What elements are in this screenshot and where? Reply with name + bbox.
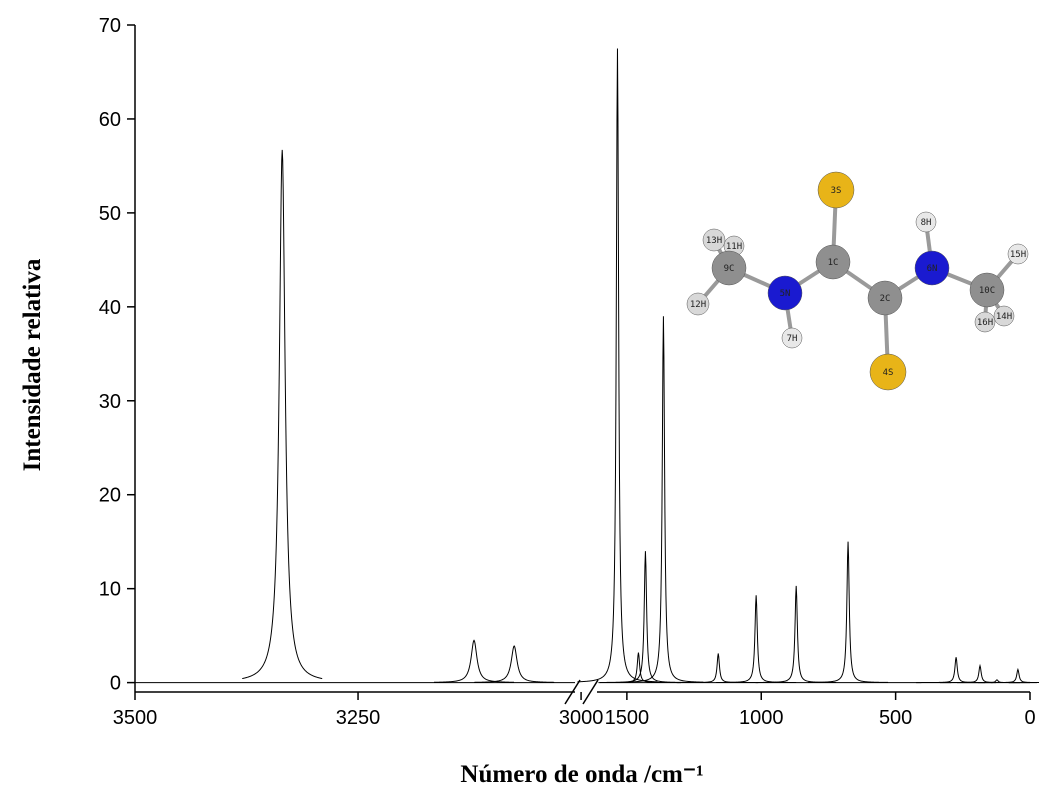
atom-label: 6N xyxy=(927,264,938,274)
peak xyxy=(434,640,514,682)
atom-label: 15H xyxy=(1010,250,1026,260)
peak xyxy=(716,595,796,682)
x-axis-title: Número de onda /cm⁻¹ xyxy=(460,761,703,788)
y-tick-label: 60 xyxy=(99,109,121,131)
atom-label: 13H xyxy=(706,236,722,246)
y-tick-label: 0 xyxy=(110,673,121,695)
x-tick-label: 0 xyxy=(1024,707,1035,729)
peak xyxy=(756,586,836,683)
atom-label: 10C xyxy=(979,286,995,296)
atom-label: 12H xyxy=(690,300,706,310)
atom-label: 5N xyxy=(780,289,791,299)
x-tick-label: 3250 xyxy=(336,707,381,729)
atom-label: 7H xyxy=(787,334,798,344)
atom-label: 14H xyxy=(996,312,1012,322)
molecule xyxy=(698,190,1018,372)
x-tick-label: 1000 xyxy=(739,707,784,729)
peak xyxy=(605,551,685,682)
y-tick-label: 20 xyxy=(99,485,121,507)
atom-label: 8H xyxy=(921,218,932,228)
y-tick-label: 30 xyxy=(99,391,121,413)
x-tick-label: 3000 xyxy=(559,707,604,729)
peak xyxy=(623,316,703,682)
peak xyxy=(808,542,888,683)
atom-label: 3S xyxy=(831,186,842,196)
y-tick-label: 70 xyxy=(99,15,121,37)
atom-label: 16H xyxy=(977,318,993,328)
y-axis-title: Intensidade relativa xyxy=(19,258,46,471)
peak xyxy=(242,150,322,679)
y-tick-label: 50 xyxy=(99,203,121,225)
atom-label: 9C xyxy=(724,264,735,274)
atom-label: 11H xyxy=(726,242,742,252)
atom-label: 1C xyxy=(828,258,839,268)
x-tick-label: 1500 xyxy=(605,707,650,729)
axis-break xyxy=(583,680,598,704)
peak xyxy=(474,646,554,682)
y-tick-label: 10 xyxy=(99,579,121,601)
x-tick-label: 500 xyxy=(879,707,912,729)
peak xyxy=(916,657,996,682)
x-tick-label: 3500 xyxy=(113,707,158,729)
atom-label: 2C xyxy=(880,294,891,304)
peak xyxy=(678,653,758,682)
atom-label: 4S xyxy=(883,368,894,378)
peak xyxy=(978,669,1039,682)
peak xyxy=(577,48,657,681)
chart: 3S8H13H11H1C6N15H9C5N2C10C12H16H14H7H4S … xyxy=(0,0,1039,793)
y-tick-label: 40 xyxy=(99,297,121,319)
